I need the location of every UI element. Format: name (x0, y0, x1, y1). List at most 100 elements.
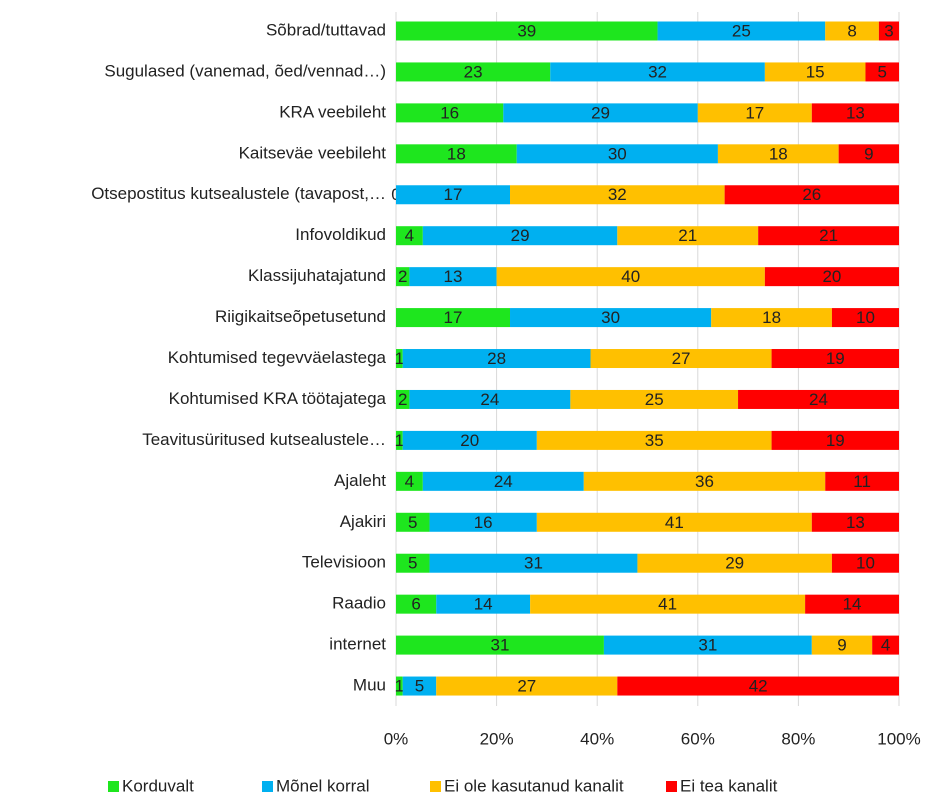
data-label: 5 (415, 677, 424, 696)
bar-segment (496, 267, 765, 287)
data-label: 17 (444, 185, 463, 204)
data-label: 4 (881, 636, 890, 655)
legend-swatch (666, 781, 677, 792)
bar-segment (396, 512, 430, 532)
bar-segment (724, 185, 899, 205)
data-label: 9 (864, 144, 873, 163)
legend-swatch (262, 781, 273, 792)
bar-segment (872, 635, 899, 655)
category-label: Otsepostitus kutsealustele (tavapost,… (91, 184, 386, 203)
bar-segment (637, 553, 832, 573)
category-label: KRA veebileht (279, 102, 386, 121)
category-label: Sõbrad/tuttavad (266, 20, 386, 39)
x-tick-label: 80% (781, 729, 815, 748)
bar-segment (396, 471, 423, 491)
data-label: 39 (517, 21, 536, 40)
bar-segment (396, 267, 410, 287)
data-label: 21 (678, 226, 697, 245)
bar-segment (771, 430, 899, 450)
bar-segment (825, 21, 879, 41)
category-label: Kohtumised KRA töötajatega (169, 389, 387, 408)
data-label: 35 (645, 431, 664, 450)
data-label: 31 (698, 636, 717, 655)
bar-segment (805, 594, 899, 614)
bar-segment (436, 594, 531, 614)
data-label: 16 (440, 103, 459, 122)
data-label: 1 (395, 431, 404, 450)
bar-segment (402, 676, 437, 696)
category-label: Ajaleht (334, 471, 386, 490)
x-tick-label: 20% (480, 729, 514, 748)
legend-label: Ei ole kasutanud kanalit (444, 776, 624, 795)
category-label: internet (329, 635, 386, 654)
bar-segment (402, 430, 537, 450)
data-label: 42 (749, 677, 768, 696)
bar-segment (738, 389, 899, 409)
data-label: 5 (408, 513, 417, 532)
bar-segment (536, 512, 812, 532)
bar-segment (530, 594, 806, 614)
x-tick-label: 0% (384, 729, 409, 748)
bar-segment (510, 185, 725, 205)
bar-segment (422, 471, 584, 491)
bar-segment (758, 226, 899, 246)
category-label: Sugulased (vanemad, õed/vennad…) (104, 61, 386, 80)
bar-segment (617, 676, 899, 696)
data-label: 17 (745, 103, 764, 122)
bar-segment (396, 226, 423, 246)
data-label: 15 (806, 62, 825, 81)
data-label: 23 (464, 62, 483, 81)
category-label: Teavitusüritused kutsealustele… (142, 430, 386, 449)
bar-segment (503, 103, 698, 123)
bar-segment (409, 267, 497, 287)
bar-segment (396, 144, 517, 164)
bar-segment (409, 389, 571, 409)
category-label: Televisioon (302, 553, 386, 572)
data-label: 30 (608, 144, 627, 163)
x-tick-label: 60% (681, 729, 715, 748)
bar-segment (570, 389, 739, 409)
category-label: Kaitseväe veebileht (239, 143, 387, 162)
bar-segment (510, 308, 712, 328)
data-label: 24 (809, 390, 828, 409)
data-label: 24 (494, 472, 513, 491)
bar-segment (590, 349, 772, 369)
bar-segment (396, 349, 403, 369)
bar-segment (697, 103, 812, 123)
bar-segment (536, 430, 772, 450)
bar-segment (429, 553, 638, 573)
data-label: 19 (826, 349, 845, 368)
category-label: Raadio (332, 594, 386, 613)
data-label: 29 (725, 554, 744, 573)
legend-swatch (108, 781, 119, 792)
bar-segment (402, 349, 591, 369)
data-label: 18 (762, 308, 781, 327)
data-label: 25 (732, 21, 751, 40)
bar-segment (396, 553, 430, 573)
data-label: 27 (672, 349, 691, 368)
bar-segment (717, 144, 839, 164)
category-label: Ajakiri (340, 512, 386, 531)
category-label: Klassijuhatajatund (248, 266, 386, 285)
bar-segment (831, 553, 899, 573)
legend-label: Korduvalt (122, 776, 194, 795)
data-label: 36 (695, 472, 714, 491)
bar-segment (396, 430, 403, 450)
data-label: 18 (769, 144, 788, 163)
data-label: 41 (665, 513, 684, 532)
data-label: 2 (398, 390, 407, 409)
bar-segment (429, 512, 537, 532)
bar-segment (657, 21, 826, 41)
bar-segment (825, 471, 899, 491)
data-label: 3 (884, 21, 893, 40)
bar-segment (811, 103, 899, 123)
bar-segment (711, 308, 832, 328)
bar-segment (831, 308, 899, 328)
data-label: 32 (608, 185, 627, 204)
data-label: 30 (601, 308, 620, 327)
data-label: 24 (480, 390, 499, 409)
bar-segment (865, 62, 899, 82)
data-label: 5 (408, 554, 417, 573)
data-label: 25 (645, 390, 664, 409)
